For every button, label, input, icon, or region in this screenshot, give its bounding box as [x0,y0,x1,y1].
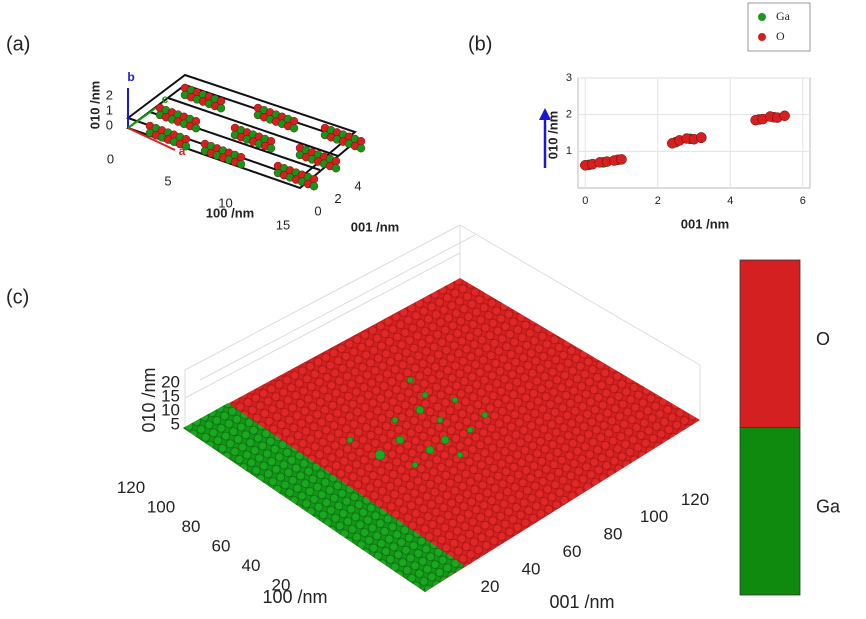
y-tick-label: 120 [681,490,709,509]
y-axis-label: 001 /nm [549,592,614,612]
legend-marker [758,33,766,41]
y-tick-label: 40 [522,559,541,578]
y-tick-label: 60 [563,542,582,561]
atom [356,143,366,153]
atom [309,181,319,191]
z-tick-label: 5 [171,414,180,433]
atom [289,123,299,133]
colorbar-label: Ga [816,497,841,517]
x-tick-label: 40 [242,556,261,575]
z-axis-label: 010 /nm [139,367,159,432]
point [779,110,790,122]
point [616,154,627,165]
x-tick-label: 0 [107,151,114,166]
x-tick-label: 6 [800,195,806,207]
x-axis-label: 001 /nm [681,216,729,231]
x-tick-label: 100 [147,498,175,517]
point [696,132,707,143]
decoration [125,73,780,592]
x-axis-label: 100 /nm [206,205,254,220]
x-tick-label: 80 [182,517,201,536]
x-tick-label: 15 [276,217,290,232]
x-axis-label: 100 /nm [262,587,327,607]
x-tick-label: 0 [582,195,588,207]
legend-marker [758,13,766,21]
z-tick-label: 20 [161,372,180,391]
y-axis-label: 001 /nm [351,219,399,234]
atom [266,143,276,153]
atom [236,159,246,169]
axis-vector-label: a [179,144,186,158]
y-tick-label: 20 [481,577,500,596]
atom [191,123,201,133]
y-tick-label: 2 [566,109,572,121]
legend-box [747,2,811,52]
axis-vector-label: b [127,70,134,84]
x-tick-label: 5 [164,173,171,188]
z-tick-label: 2 [106,87,113,102]
y-tick-label: 80 [604,525,623,544]
z-tick-label: 0 [106,117,113,132]
y-tick-label: 4 [354,179,361,194]
y-tick-label: 0 [314,203,321,218]
x-tick-label: 120 [117,478,145,497]
atom [181,141,191,151]
colorbar-label: O [816,329,830,349]
y-tick-label: 3 [566,72,572,84]
x-tick-label: 10 [218,195,232,210]
z-tick-label: 15 [161,386,180,405]
z-tick-label: 1 [106,102,113,117]
y-tick-label: 1 [566,145,572,157]
z-tick-label: 10 [161,400,180,419]
panel-label: (c) [6,286,29,308]
panel-label: (b) [468,33,492,55]
x-tick-label: 4 [727,195,733,207]
panel-label: (a) [6,33,30,55]
legend-label: O [776,29,785,43]
x-tick-label: 60 [212,537,231,556]
colorbar-segment [739,427,801,596]
x-tick-label: 2 [655,195,661,207]
atom [216,103,226,113]
plot-area [577,77,811,189]
x-tick-label: 20 [272,576,291,595]
axis-vector-label: c [162,92,169,106]
colorbar-segment [739,259,801,428]
y-axis-label: 010 /nm [545,111,560,159]
y-tick-label: 100 [640,507,668,526]
y-tick-label: 2 [334,191,341,206]
atom [331,163,341,173]
legend-label: Ga [776,9,791,23]
z-axis-label: 010 /nm [87,81,102,129]
